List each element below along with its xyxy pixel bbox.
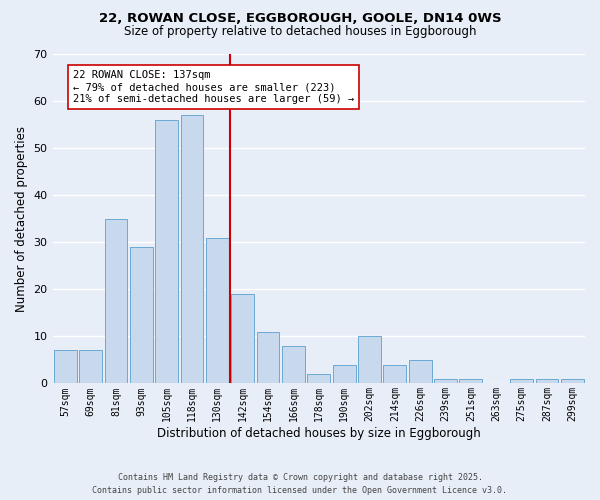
Bar — [358, 336, 381, 384]
Bar — [155, 120, 178, 384]
Bar — [460, 378, 482, 384]
Bar — [561, 378, 584, 384]
Bar — [510, 378, 533, 384]
Y-axis label: Number of detached properties: Number of detached properties — [15, 126, 28, 312]
Bar — [383, 364, 406, 384]
Text: Contains HM Land Registry data © Crown copyright and database right 2025.
Contai: Contains HM Land Registry data © Crown c… — [92, 474, 508, 495]
Bar — [206, 238, 229, 384]
Bar — [104, 218, 127, 384]
Bar — [307, 374, 330, 384]
Bar — [282, 346, 305, 384]
Bar — [536, 378, 559, 384]
Bar — [231, 294, 254, 384]
Bar — [434, 378, 457, 384]
Bar — [257, 332, 280, 384]
Text: Size of property relative to detached houses in Eggborough: Size of property relative to detached ho… — [124, 25, 476, 38]
Bar — [181, 115, 203, 384]
Bar — [333, 364, 356, 384]
Bar — [130, 247, 152, 384]
Bar — [79, 350, 102, 384]
X-axis label: Distribution of detached houses by size in Eggborough: Distribution of detached houses by size … — [157, 427, 481, 440]
Text: 22, ROWAN CLOSE, EGGBOROUGH, GOOLE, DN14 0WS: 22, ROWAN CLOSE, EGGBOROUGH, GOOLE, DN14… — [98, 12, 502, 26]
Bar — [54, 350, 77, 384]
Bar — [409, 360, 431, 384]
Text: 22 ROWAN CLOSE: 137sqm
← 79% of detached houses are smaller (223)
21% of semi-de: 22 ROWAN CLOSE: 137sqm ← 79% of detached… — [73, 70, 354, 104]
